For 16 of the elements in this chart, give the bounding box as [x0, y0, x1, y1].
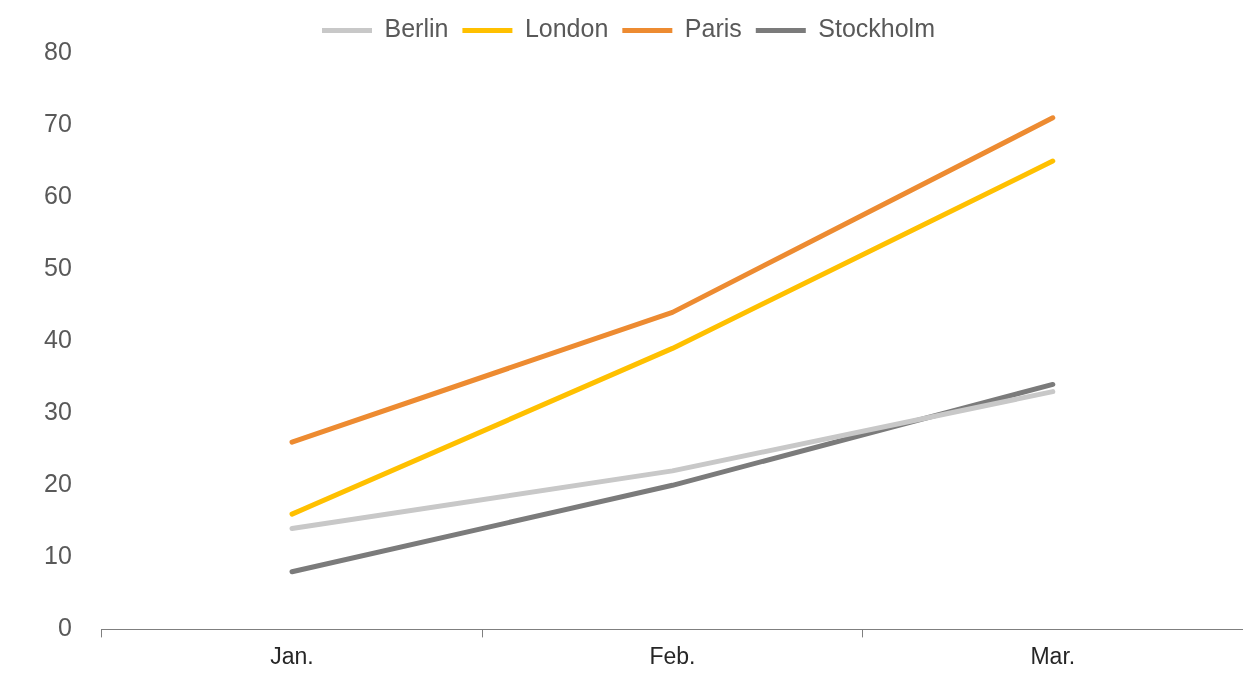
- legend-label: Paris: [684, 14, 742, 43]
- y-tick-label: 50: [44, 253, 72, 282]
- y-tick-label: 0: [57, 613, 72, 642]
- y-tick-label: 80: [44, 36, 72, 65]
- x-tick-label: Feb.: [649, 642, 696, 669]
- y-tick-label: 40: [44, 325, 72, 354]
- legend-label: Berlin: [384, 14, 449, 43]
- y-tick-label: 10: [44, 541, 72, 570]
- x-tick-label: Mar.: [1030, 642, 1076, 669]
- legend-label: London: [524, 14, 609, 43]
- y-tick-label: 30: [44, 397, 72, 426]
- y-tick-label: 60: [44, 180, 72, 209]
- x-tick-label: Jan.: [270, 642, 314, 669]
- legend-label: Stockholm: [818, 14, 936, 43]
- y-tick-label: 20: [44, 469, 72, 498]
- y-tick-label: 70: [44, 108, 72, 137]
